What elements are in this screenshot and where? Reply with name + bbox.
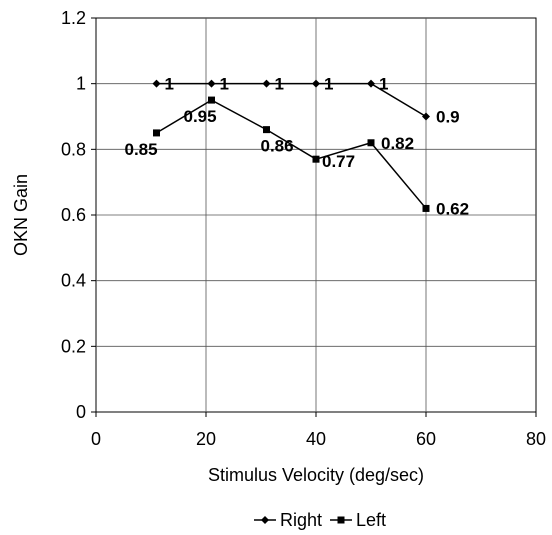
- data-point-right: [152, 79, 161, 88]
- data-point-left: [208, 96, 215, 104]
- series-line-left: [156, 99, 427, 209]
- legend-left-label: Left: [356, 510, 386, 530]
- data-label-left: 0.62: [436, 199, 469, 218]
- grid-lines: [91, 17, 537, 417]
- y-axis-title: OKN Gain: [11, 174, 31, 256]
- tick-labels: 0 0.2 0.4 0.6 0.8 1 1.2 0 20 40 60 80: [61, 8, 546, 449]
- data-point-right: [422, 112, 430, 121]
- x-tick-label: 20: [196, 429, 216, 449]
- y-tick-label: 0.4: [61, 271, 86, 291]
- data-point-right: [367, 79, 375, 88]
- y-tick-label: 1: [76, 74, 86, 94]
- data-label-left: 0.95: [184, 107, 217, 126]
- data-point-left: [422, 204, 430, 212]
- data-point-left: [367, 139, 375, 147]
- legend-left-marker: [337, 516, 345, 524]
- x-tick-label: 0: [91, 429, 101, 449]
- data-labels: 1 1 1 1 1 0.9 0.85 0.95 0.86 0.77 0.82 0.62: [125, 75, 470, 219]
- y-tick-label: 1.2: [61, 8, 86, 28]
- x-tick-label: 60: [416, 429, 436, 449]
- data-label-left: 0.77: [322, 152, 355, 171]
- x-axis-title: Stimulus Velocity (deg/sec): [208, 465, 424, 485]
- data-label-left: 0.86: [261, 137, 294, 156]
- data-markers: [152, 79, 430, 212]
- data-label-right: 0.9: [436, 108, 460, 127]
- data-label-right: 1: [220, 75, 229, 94]
- data-label-right: 1: [379, 75, 388, 94]
- series-line-right: [156, 82, 427, 118]
- x-tick-label: 40: [306, 429, 326, 449]
- data-label-right: 1: [165, 75, 174, 94]
- series-lines: [156, 82, 427, 209]
- data-label-left: 0.85: [125, 140, 158, 159]
- data-label-left: 0.82: [381, 134, 414, 153]
- y-tick-label: 0.8: [61, 139, 86, 159]
- legend-right-label: Right: [280, 510, 322, 530]
- data-point-right: [207, 79, 216, 88]
- data-label-right: 1: [275, 75, 284, 94]
- y-tick-label: 0.2: [61, 336, 86, 356]
- data-label-right: 1: [324, 75, 333, 94]
- data-point-left: [263, 126, 270, 134]
- data-point-right: [262, 79, 271, 88]
- data-point-left: [153, 129, 160, 137]
- data-point-left: [312, 155, 320, 163]
- legend: Right Left: [254, 510, 386, 530]
- legend-right-marker: [261, 516, 269, 524]
- y-tick-label: 0: [76, 402, 86, 422]
- data-point-right: [312, 79, 320, 88]
- x-tick-label: 80: [526, 429, 546, 449]
- y-tick-label: 0.6: [61, 205, 86, 225]
